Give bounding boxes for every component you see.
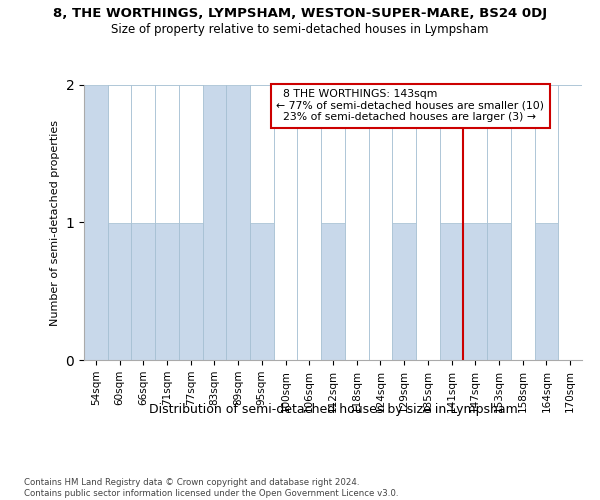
Bar [487, 85, 511, 360]
Bar [108, 85, 131, 360]
Bar [250, 85, 274, 360]
Bar [463, 85, 487, 222]
Bar [392, 85, 416, 222]
Bar [203, 85, 226, 360]
Bar [558, 85, 582, 360]
Bar [321, 85, 345, 222]
Bar [84, 85, 108, 360]
Text: Contains HM Land Registry data © Crown copyright and database right 2024.
Contai: Contains HM Land Registry data © Crown c… [24, 478, 398, 498]
Bar [298, 85, 321, 360]
Bar [416, 85, 440, 360]
Bar [487, 85, 511, 222]
Bar [416, 85, 440, 360]
Bar [535, 85, 558, 360]
Bar [131, 85, 155, 360]
Bar [155, 85, 179, 222]
Bar [250, 85, 274, 222]
Bar [226, 85, 250, 360]
Text: Size of property relative to semi-detached houses in Lympsham: Size of property relative to semi-detach… [111, 22, 489, 36]
Bar [440, 85, 463, 222]
Text: Distribution of semi-detached houses by size in Lympsham: Distribution of semi-detached houses by … [149, 402, 517, 415]
Bar [345, 85, 368, 360]
Y-axis label: Number of semi-detached properties: Number of semi-detached properties [50, 120, 60, 326]
Bar [298, 85, 321, 360]
Bar [511, 85, 535, 360]
Text: 8, THE WORTHINGS, LYMPSHAM, WESTON-SUPER-MARE, BS24 0DJ: 8, THE WORTHINGS, LYMPSHAM, WESTON-SUPER… [53, 8, 547, 20]
Bar [511, 85, 535, 360]
Bar [535, 85, 558, 222]
Bar [274, 85, 298, 360]
Bar [392, 85, 416, 360]
Bar [179, 85, 203, 222]
Bar [321, 85, 345, 360]
Bar [155, 85, 179, 360]
Bar [179, 85, 203, 360]
Bar [440, 85, 463, 360]
Bar [463, 85, 487, 360]
Bar [368, 85, 392, 360]
Bar [558, 85, 582, 360]
Bar [368, 85, 392, 360]
Bar [108, 85, 131, 222]
Bar [345, 85, 368, 360]
Bar [274, 85, 298, 360]
Text: 8 THE WORTHINGS: 143sqm
← 77% of semi-detached houses are smaller (10)
  23% of : 8 THE WORTHINGS: 143sqm ← 77% of semi-de… [276, 89, 544, 122]
Bar [131, 85, 155, 222]
